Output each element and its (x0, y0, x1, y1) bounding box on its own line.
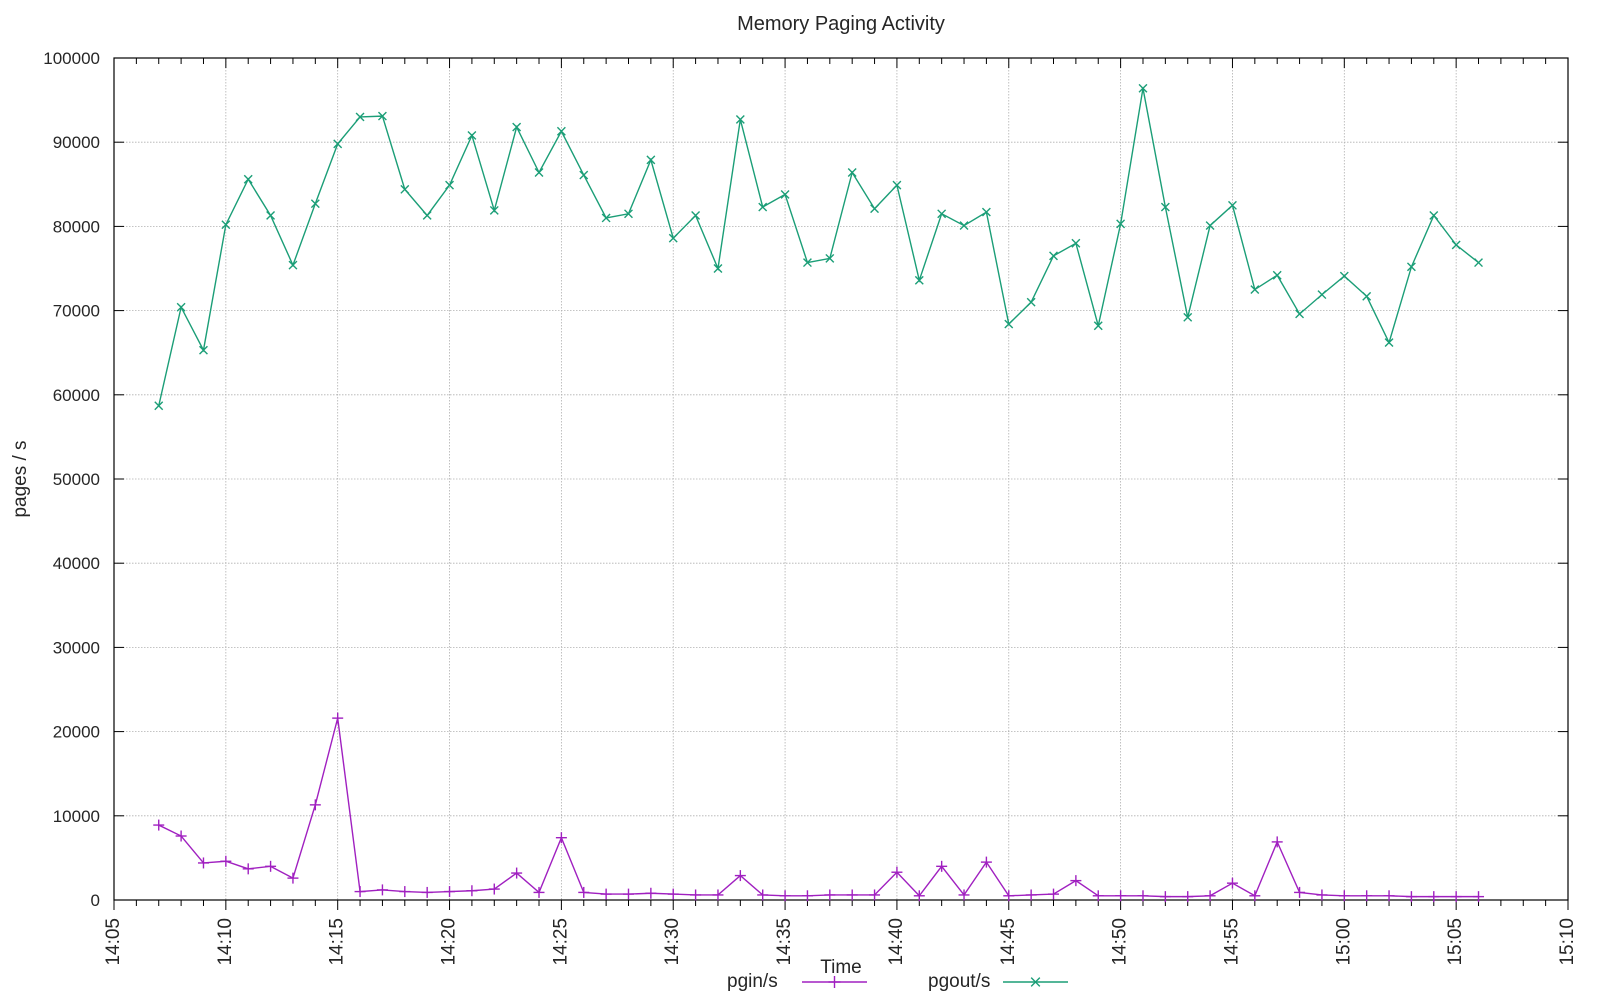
svg-text:15:05: 15:05 (1445, 918, 1466, 966)
svg-text:14:05: 14:05 (103, 918, 124, 966)
svg-text:0: 0 (91, 891, 100, 910)
svg-text:14:55: 14:55 (1221, 918, 1242, 966)
svg-text:90000: 90000 (53, 133, 100, 152)
svg-text:15:10: 15:10 (1557, 918, 1578, 966)
svg-text:pgout/s: pgout/s (928, 971, 990, 992)
svg-text:14:25: 14:25 (550, 918, 571, 966)
svg-text:14:20: 14:20 (439, 918, 460, 966)
svg-text:14:40: 14:40 (886, 918, 907, 966)
svg-text:30000: 30000 (53, 638, 100, 657)
svg-text:40000: 40000 (53, 554, 100, 573)
svg-text:50000: 50000 (53, 470, 100, 489)
svg-text:14:15: 14:15 (327, 918, 348, 966)
svg-text:15:00: 15:00 (1333, 918, 1354, 966)
svg-text:Time: Time (820, 957, 862, 978)
svg-text:60000: 60000 (53, 386, 100, 405)
svg-text:Memory Paging Activity: Memory Paging Activity (737, 13, 945, 35)
svg-text:14:35: 14:35 (774, 918, 795, 966)
svg-text:80000: 80000 (53, 217, 100, 236)
svg-text:100000: 100000 (43, 49, 100, 68)
svg-text:14:10: 14:10 (215, 918, 236, 966)
svg-text:14:30: 14:30 (662, 918, 683, 966)
svg-text:10000: 10000 (53, 807, 100, 826)
svg-text:pages / s: pages / s (10, 440, 31, 517)
svg-text:14:50: 14:50 (1110, 918, 1131, 966)
svg-text:14:45: 14:45 (998, 918, 1019, 966)
svg-text:70000: 70000 (53, 302, 100, 321)
svg-text:20000: 20000 (53, 723, 100, 742)
svg-text:pgin/s: pgin/s (727, 971, 778, 992)
